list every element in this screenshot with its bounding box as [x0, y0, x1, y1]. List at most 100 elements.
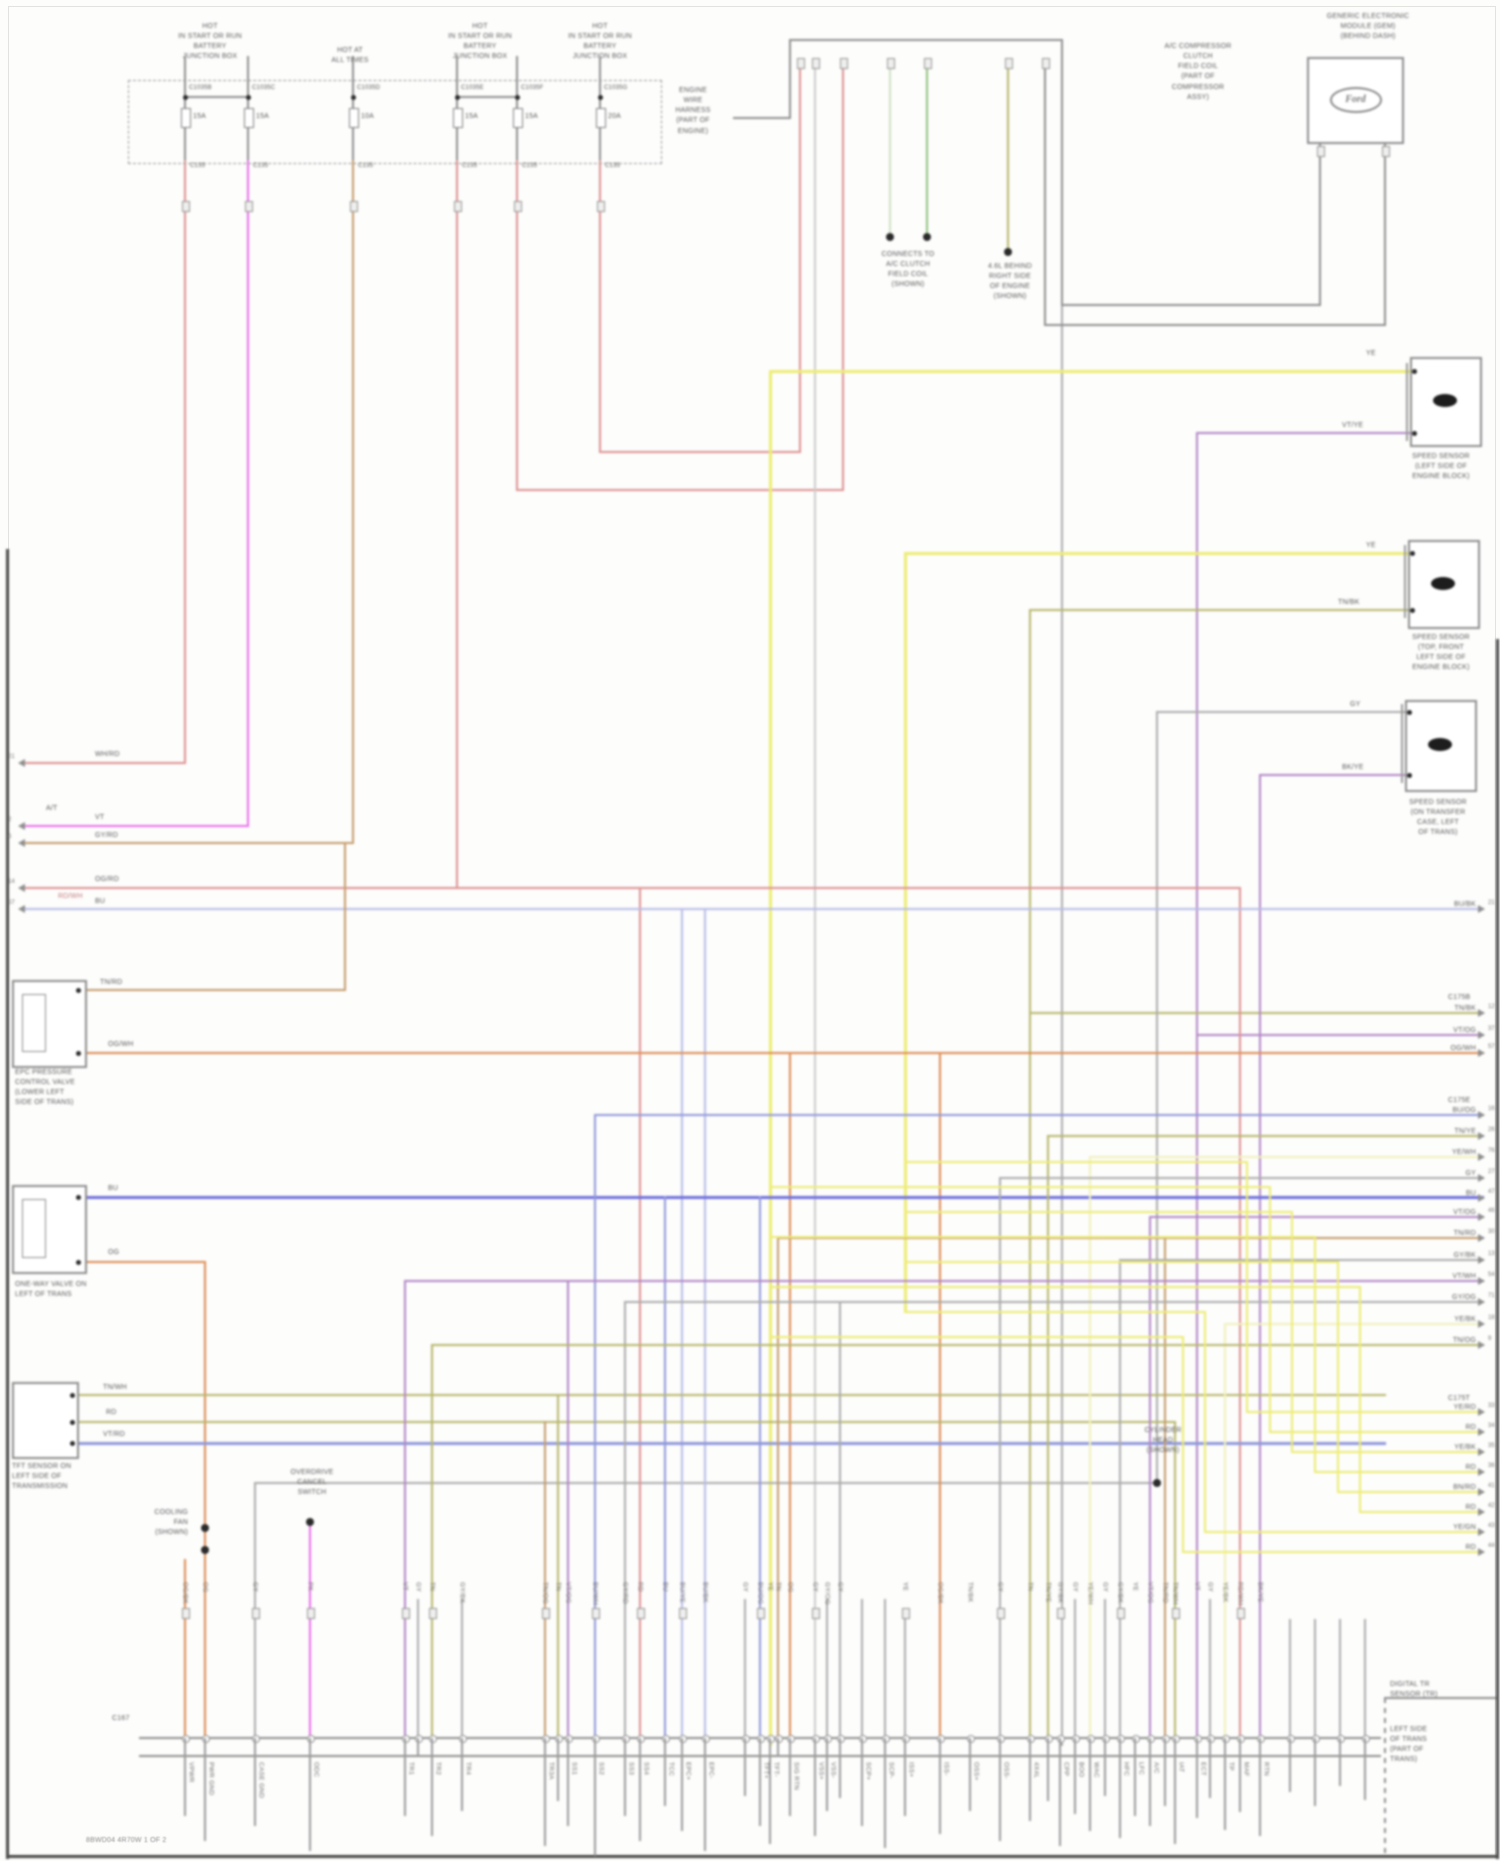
signal-label: RTN — [1262, 1762, 1270, 1777]
rail-tail — [1047, 1756, 1049, 1801]
wire — [744, 1599, 746, 1746]
pin-dot — [76, 987, 81, 993]
wire — [184, 159, 186, 764]
wire — [1196, 1034, 1484, 1036]
label: C175B — [1448, 994, 1471, 1001]
wire-code-label: RD — [1465, 1464, 1476, 1471]
rail-tail — [769, 1756, 771, 1844]
wire — [1209, 1599, 1211, 1746]
connector-square — [812, 58, 820, 69]
wire-code-label: TN — [428, 1582, 436, 1592]
wire — [1047, 1135, 1049, 1746]
label: TN/RD — [100, 979, 123, 986]
wire — [1246, 1411, 1484, 1413]
pin-dot — [1407, 772, 1412, 778]
offpage-arrow-icon — [1478, 1213, 1485, 1221]
tft-sensor — [12, 1382, 79, 1459]
signal-label: TR2 — [434, 1762, 442, 1776]
connector-bracket — [1401, 704, 1403, 783]
connector-label: C1035C — [252, 85, 276, 91]
signal-label: SS3 — [627, 1762, 635, 1776]
wire-code-label: RD — [1465, 1504, 1476, 1511]
wire-code-label: TN/BK — [966, 1582, 974, 1603]
wire — [1149, 1216, 1151, 1746]
signal-label: SIG RTN — [792, 1762, 800, 1791]
wire-code-label: GY — [1071, 1582, 1079, 1592]
wire-code-label: GY — [251, 1582, 259, 1592]
wire-code-label: GY — [996, 1582, 1004, 1592]
wire — [904, 1261, 1339, 1263]
wire-code-label: YE/BK — [1221, 1582, 1229, 1603]
wire — [769, 369, 1411, 373]
fuse-header: HOT AT ALL TIMES — [331, 47, 369, 65]
wire — [404, 1280, 1484, 1282]
pin-dot — [76, 1259, 81, 1265]
rail-pin-tick — [681, 1738, 683, 1756]
wire-code-label: YE/GN — [1453, 1524, 1476, 1531]
label: DIGITAL TR SENSOR (TR) — [1390, 1681, 1438, 1699]
wire — [1291, 1451, 1484, 1453]
wire-code-label: TN — [774, 1582, 782, 1592]
connector-bracket — [1406, 363, 1408, 441]
wire — [1204, 1311, 1206, 1533]
label: TFT SENSOR ON LEFT SIDE OF TRANSMISSION — [12, 1463, 72, 1491]
wire — [1156, 711, 1406, 713]
wire — [799, 61, 801, 453]
rail-pin-tick — [417, 1738, 419, 1756]
fuse-amp-label: 15A — [256, 113, 270, 120]
connector-square — [1382, 146, 1390, 157]
wire — [24, 825, 249, 827]
pin-dot — [1412, 430, 1417, 436]
offpage-arrow-icon — [18, 759, 25, 767]
rail-pin-tick — [567, 1738, 569, 1756]
signal-label: WAC — [1092, 1762, 1100, 1778]
connector-square — [997, 1608, 1005, 1619]
ground-dot — [886, 233, 894, 241]
offpage-arrow-icon — [1478, 1508, 1485, 1516]
wire — [431, 1344, 433, 1746]
ground-dot — [923, 233, 931, 241]
rail-pin-tick — [664, 1738, 666, 1756]
wire-code-label: BU — [1465, 1190, 1476, 1197]
label: C167 — [112, 1715, 130, 1722]
pin-number: 44 — [1488, 1543, 1495, 1549]
wire-code-label: GY/BK — [1056, 1582, 1064, 1604]
wire — [1384, 1697, 1386, 1853]
wire — [1164, 1237, 1166, 1746]
wire — [309, 1521, 311, 1746]
wire — [77, 989, 346, 991]
connector-square — [1005, 58, 1013, 69]
rail-pin-tick — [839, 1738, 841, 1756]
offpage-arrow-icon — [1478, 1408, 1485, 1416]
wire-code-label: GY/OG — [823, 1582, 831, 1605]
signal-label: VSS- — [829, 1762, 837, 1779]
rail-pin-tick — [1209, 1738, 1211, 1756]
wire — [1196, 432, 1198, 1036]
wire-code-label: GY/BK — [1453, 1252, 1476, 1259]
connector-square — [350, 201, 358, 212]
connector-square — [429, 1608, 437, 1619]
label: TN/WH — [103, 1384, 127, 1391]
wire — [814, 61, 816, 1746]
label: OG — [108, 1249, 120, 1256]
ground-dot — [201, 1546, 209, 1554]
rail-pin-tick — [1224, 1738, 1226, 1756]
wire — [999, 1177, 1484, 1179]
connector-square — [597, 201, 605, 212]
wire — [1061, 306, 1063, 1746]
fuse-element — [349, 108, 359, 128]
wire-code-label: TN — [1026, 1582, 1034, 1592]
pin-number: 16 — [1488, 1106, 1495, 1112]
label: WH/RD — [95, 751, 120, 758]
fuse-amp-label: 10A — [361, 113, 375, 120]
label: BU — [108, 1185, 119, 1192]
fuse-header: HOT IN START OR RUN BATTERY JUNCTION BOX — [568, 23, 632, 61]
wire-code-label: GY — [741, 1582, 749, 1592]
rail-pin-tick — [594, 1738, 596, 1756]
wire — [1007, 61, 1009, 253]
label: CYLINDER HEAD (SHOWN) — [1144, 1427, 1182, 1455]
rail-tail — [1174, 1756, 1176, 1844]
wire — [733, 117, 791, 119]
wire — [769, 1236, 1316, 1238]
offpage-arrow-icon — [1478, 1031, 1485, 1039]
